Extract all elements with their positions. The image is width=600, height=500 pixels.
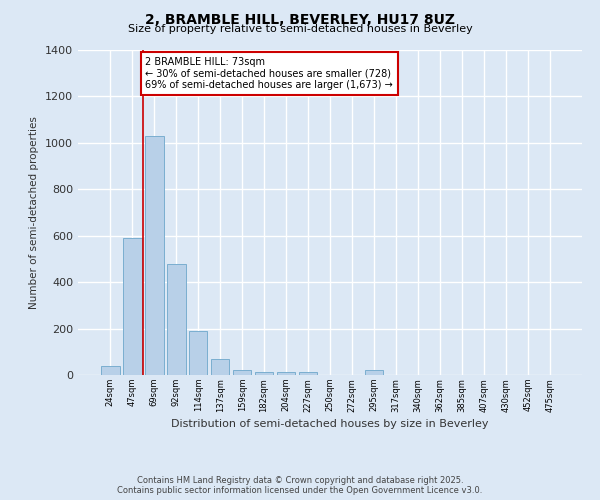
Bar <box>145 136 164 375</box>
X-axis label: Distribution of semi-detached houses by size in Beverley: Distribution of semi-detached houses by … <box>171 418 489 428</box>
Bar <box>101 366 119 375</box>
Bar <box>123 238 142 375</box>
Y-axis label: Number of semi-detached properties: Number of semi-detached properties <box>29 116 40 309</box>
Text: Contains HM Land Registry data © Crown copyright and database right 2025.
Contai: Contains HM Land Registry data © Crown c… <box>118 476 482 495</box>
Bar <box>365 370 383 375</box>
Text: Size of property relative to semi-detached houses in Beverley: Size of property relative to semi-detach… <box>128 24 472 34</box>
Text: 2, BRAMBLE HILL, BEVERLEY, HU17 8UZ: 2, BRAMBLE HILL, BEVERLEY, HU17 8UZ <box>145 12 455 26</box>
Bar <box>233 370 251 375</box>
Bar <box>255 372 274 375</box>
Bar <box>211 359 229 375</box>
Bar <box>277 372 295 375</box>
Bar <box>167 264 185 375</box>
Bar <box>189 331 208 375</box>
Text: 2 BRAMBLE HILL: 73sqm
← 30% of semi-detached houses are smaller (728)
69% of sem: 2 BRAMBLE HILL: 73sqm ← 30% of semi-deta… <box>145 57 393 90</box>
Bar <box>299 372 317 375</box>
